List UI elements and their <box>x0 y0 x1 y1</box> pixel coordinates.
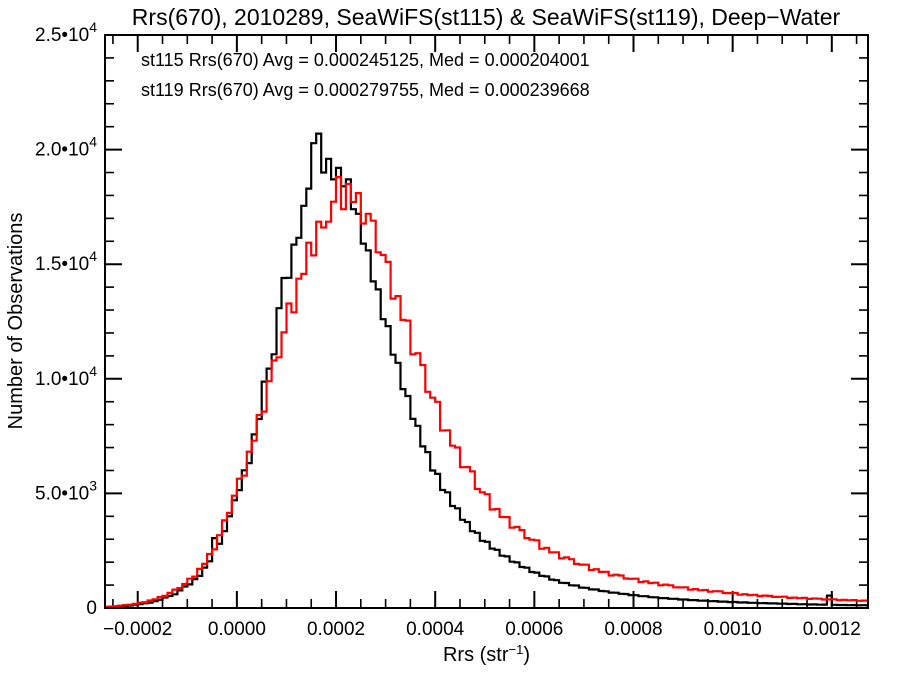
x-tick-label: 0.0006 <box>505 619 563 640</box>
plot-frame <box>104 34 869 609</box>
x-axis-label-group: Rrs (str−1) <box>443 642 530 666</box>
y-tick-label: 2.0•104 <box>35 134 97 161</box>
x-tick-label: 0.0012 <box>803 619 861 640</box>
histogram-st115 <box>105 132 868 608</box>
x-tick-label: 0.0000 <box>208 619 266 640</box>
x-tick-label: 0.0004 <box>406 619 465 640</box>
legend-entry-st115: st115 Rrs(670) Avg = 0.000245125, Med = … <box>141 50 590 70</box>
axis-tick-labels: −0.0002 0.0000 0.0002 0.0004 0.0006 0.0008 0.0… <box>35 19 861 640</box>
x-axis-label: Rrs (str−1) <box>443 642 530 666</box>
y-tick-label: 1.0•104 <box>35 363 97 390</box>
x-tick-label: −0.0002 <box>103 619 172 640</box>
chart-title: Rrs(670), 2010289, SeaWiFS(st115) & SeaW… <box>132 4 841 30</box>
x-tick-label: 0.0008 <box>604 619 662 640</box>
x-tick-label: 0.0002 <box>307 619 365 640</box>
legend-entry-st119: st119 Rrs(670) Avg = 0.000279755, Med = … <box>141 80 590 100</box>
y-tick-label: 2.5•104 <box>35 19 97 46</box>
x-tick-label: 0.0010 <box>704 619 762 640</box>
axis-ticks <box>105 34 868 609</box>
y-axis-label: Number of Observations <box>5 213 27 430</box>
histogram-st119 <box>105 176 868 608</box>
y-tick-label: 5.0•103 <box>35 477 97 504</box>
histogram-curves <box>105 132 868 608</box>
y-tick-label: 1.5•104 <box>35 248 97 275</box>
y-tick-label: 0 <box>86 598 97 619</box>
